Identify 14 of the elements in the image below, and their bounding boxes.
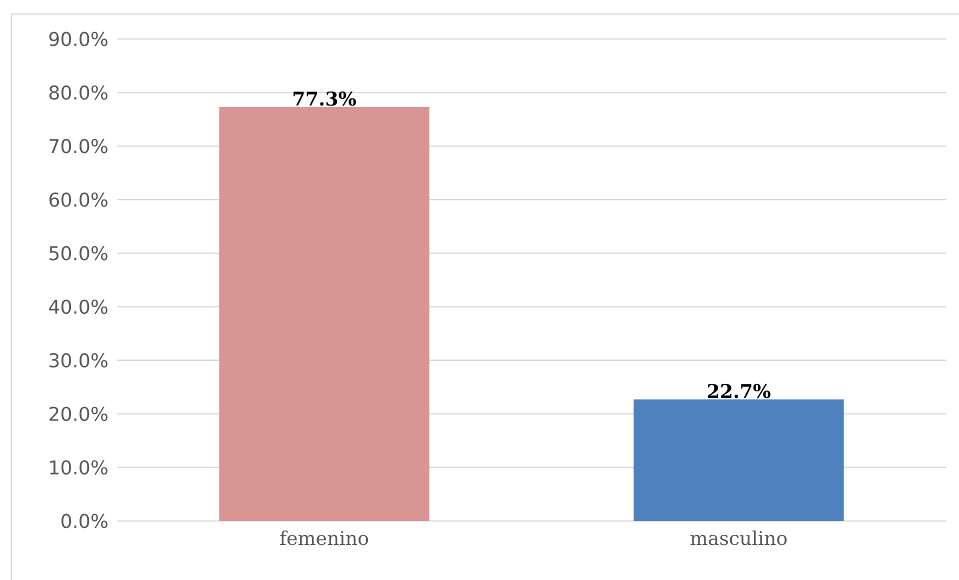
y-tick-label: 20.0% xyxy=(50,406,108,422)
x-tick-label: femenino xyxy=(280,530,368,546)
data-label: 22.7% xyxy=(708,384,770,398)
y-tick-label: 90.0% xyxy=(49,32,108,46)
y-tick-label: 0.0% xyxy=(61,514,108,528)
y-tick-label: 10.0% xyxy=(50,460,108,475)
y-tick-label: 70.0% xyxy=(50,138,108,154)
y-tick-label: 50.0% xyxy=(50,246,108,260)
y-tick-label: 60.0% xyxy=(49,192,108,207)
y-tick-label: 80.0% xyxy=(49,85,108,100)
y-tick-label: 40.0% xyxy=(49,300,108,314)
y-tick-label: 30.0% xyxy=(50,353,108,368)
x-tick-label: masculino xyxy=(690,530,787,546)
data-label: 77.3% xyxy=(294,91,356,106)
